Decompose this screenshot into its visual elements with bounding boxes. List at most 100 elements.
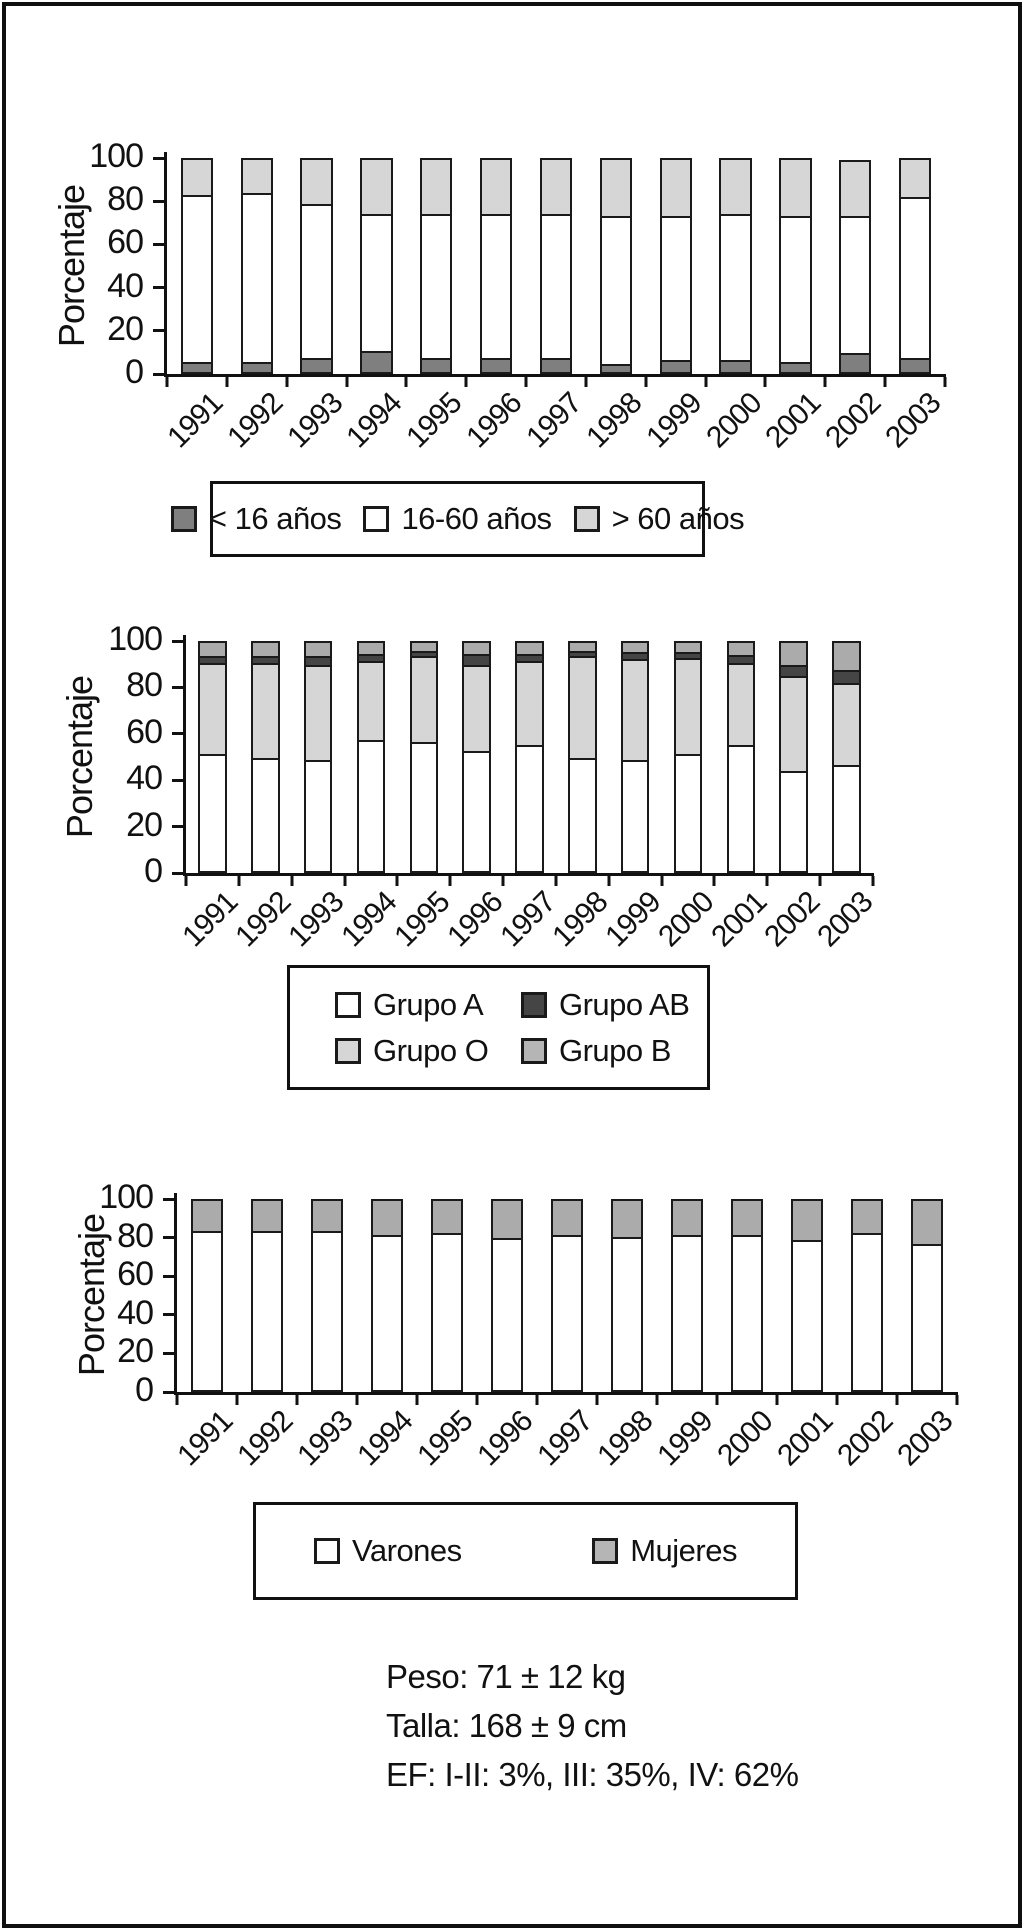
y-tick-label: 100	[99, 1178, 154, 1216]
x-tick	[343, 876, 347, 886]
legend-item: > 60 años	[573, 501, 745, 537]
legend-item: Grupo A	[335, 987, 521, 1023]
bar-segment	[541, 214, 571, 358]
stacked-bar	[719, 158, 752, 374]
x-axis-line	[164, 374, 946, 377]
x-category-label: 1991	[161, 386, 229, 455]
stacked-bar	[420, 158, 453, 374]
bar-segment	[358, 660, 384, 741]
bar-segment	[411, 656, 437, 743]
stacked-bar	[599, 158, 632, 374]
bar-slot	[885, 158, 945, 374]
bar-segment	[900, 160, 930, 198]
x-category-label: 2001	[771, 1404, 839, 1473]
bar-slot	[657, 1199, 717, 1392]
legend-swatch	[363, 506, 390, 532]
bar-segment	[541, 357, 571, 372]
bar-segment	[362, 160, 391, 215]
bar-segment	[302, 160, 331, 204]
x-category-label: 2000	[711, 1404, 779, 1473]
bar-segment	[728, 662, 754, 745]
x-category-label: 1995	[400, 386, 469, 455]
bar-segment	[252, 757, 278, 871]
x-tick	[607, 876, 611, 886]
bar-slot	[186, 641, 239, 873]
bar-segment	[358, 740, 384, 871]
bar-segment	[411, 643, 437, 651]
stacked-bar	[659, 158, 692, 374]
bar-slot	[717, 1199, 777, 1392]
bar-slot	[347, 158, 407, 374]
x-tick	[554, 876, 558, 886]
y-tick	[153, 329, 164, 333]
bar-slot	[537, 1199, 597, 1392]
bar-segment	[464, 654, 489, 665]
bar-segment	[411, 742, 437, 871]
blood-group-chart: Porcentaje 0 20 40 60 80 100 1991 1992 1993 1994 1…	[59, 622, 878, 953]
bar-slot	[466, 158, 526, 374]
legend-label: Grupo AB	[559, 986, 690, 1022]
x-tick	[823, 377, 827, 387]
bar-segment	[721, 214, 750, 360]
stacked-bar	[303, 641, 333, 873]
bar-segment	[517, 654, 542, 661]
legend-swatch	[170, 506, 197, 532]
stacked-bar	[832, 641, 861, 873]
bar-segment	[675, 658, 701, 754]
bar-segment	[192, 1230, 222, 1390]
stacked-bar	[898, 158, 932, 374]
bar-segment	[312, 1230, 342, 1390]
bar-segment	[622, 643, 648, 652]
bar-slot	[609, 641, 662, 873]
y-tick	[172, 778, 183, 782]
stacked-bar	[356, 641, 386, 873]
y-tick-label: 0	[144, 852, 163, 890]
bar-segment	[200, 662, 225, 754]
stacked-bar	[250, 1199, 284, 1392]
x-tick	[943, 377, 947, 387]
bar-segment	[200, 753, 225, 871]
x-tick	[712, 876, 716, 886]
legend-swatch	[335, 991, 361, 1018]
bar-segment	[372, 1234, 402, 1390]
x-tick	[704, 377, 708, 387]
stacked-bar	[180, 158, 214, 374]
x-tick	[355, 1395, 359, 1405]
bar-segment	[242, 160, 271, 194]
legend-label: Mujeres	[630, 1533, 737, 1568]
stacked-bar	[462, 641, 491, 873]
bar-slot	[825, 158, 885, 374]
x-category-label: 1996	[460, 386, 529, 455]
bar-segment	[242, 193, 271, 362]
bar-segment	[834, 643, 859, 670]
x-category-label: 1999	[599, 885, 668, 954]
age-legend: < 16 años 16-60 años > 60 años	[170, 481, 745, 557]
y-tick	[153, 242, 164, 246]
x-category-label: 1992	[229, 885, 298, 954]
x-tick	[501, 876, 505, 886]
x-tick	[775, 1395, 779, 1405]
y-tick-label: 20	[126, 805, 163, 844]
legend-item: Grupo AB	[521, 987, 707, 1023]
x-tick	[404, 377, 408, 387]
x-category-label: 2003	[810, 885, 879, 954]
x-category-label: 1994	[351, 1404, 419, 1473]
bar-segment	[728, 643, 754, 656]
plot-area: 0 20 40 60 80 100 1991 1992 1993 1994 1995 1996 1997…	[99, 1180, 959, 1472]
bar-segment	[721, 359, 750, 372]
bar-slot	[597, 1199, 657, 1392]
x-category-label: 1993	[291, 1404, 359, 1473]
y-tick-label: 60	[126, 712, 163, 751]
bar-segment	[200, 643, 225, 657]
legend-swatch	[521, 991, 547, 1018]
plot-area: 0 20 40 60 80 100 1991 1992 1993 1994 1995 1996 1997…	[108, 622, 878, 953]
bar-segment	[900, 357, 930, 372]
bar-segment	[432, 1201, 462, 1233]
y-tick-label: 40	[117, 1293, 154, 1332]
x-category-label: 1992	[220, 386, 289, 455]
x-category-label: 1999	[639, 386, 708, 455]
bar-slot	[406, 158, 466, 374]
bar-segment	[182, 195, 212, 362]
bar-segment	[422, 214, 451, 358]
stacked-bar	[190, 1199, 224, 1392]
